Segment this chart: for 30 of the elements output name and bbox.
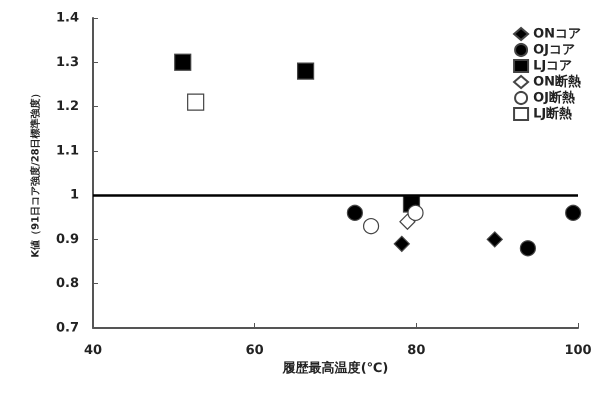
x-tick-label: 80: [407, 343, 426, 358]
point: [346, 204, 363, 221]
legend-label: OJコア: [533, 42, 575, 58]
point: [520, 240, 536, 256]
point: [565, 204, 582, 221]
y-tick-label: 1.3: [56, 54, 79, 70]
x-tick-label: 40: [84, 343, 102, 358]
point: [394, 236, 410, 252]
point: [407, 204, 424, 221]
y-tick-label: 1.1: [56, 143, 79, 158]
point: [296, 62, 314, 80]
y-tick-label: 0.7: [56, 320, 79, 336]
x-tick-label: 100: [564, 343, 592, 358]
point: [187, 94, 204, 111]
x-tick-label: 60: [246, 343, 264, 358]
x-axis-title: 履歴最高温度(℃): [282, 360, 388, 376]
point: [174, 54, 192, 71]
y-tick-label: 1: [70, 188, 79, 203]
y-tick-label: 1.4: [56, 10, 79, 26]
legend-label: OJ断熱: [533, 90, 575, 106]
legend-label: ONコア: [533, 26, 582, 42]
point: [362, 218, 380, 234]
point: [486, 231, 503, 248]
y-tick-label: 1.2: [56, 99, 79, 114]
legend-label: LJコア: [533, 58, 572, 74]
y-tick-label: 0.8: [56, 276, 79, 292]
y-tick-label: 0.9: [56, 232, 79, 247]
legend-label: ON断熱: [533, 74, 582, 90]
y-axis-title: K値（91日コア強度/28日標準強度）: [30, 88, 42, 258]
legend-label: LJ断熱: [533, 106, 572, 122]
